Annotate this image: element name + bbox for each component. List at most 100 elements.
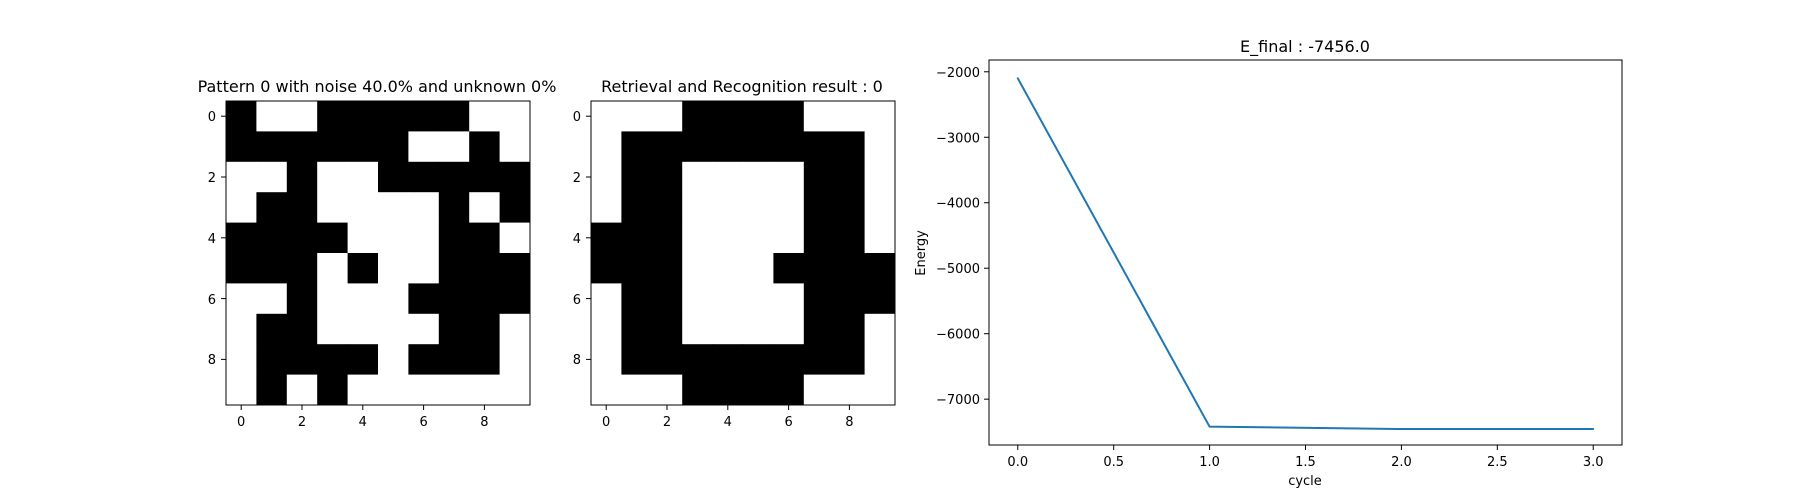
heatmap-cell xyxy=(317,101,348,132)
heatmap-cell xyxy=(408,131,440,163)
heatmap-cell xyxy=(834,222,865,254)
y-tick: 6 xyxy=(208,293,226,308)
heatmap-cell xyxy=(317,161,348,193)
heatmap-cell xyxy=(378,101,409,132)
heatmap-cell xyxy=(256,374,288,406)
heatmap-cell xyxy=(408,101,440,132)
retrieval-pattern-panel: Retrieval and Recognition result : 0 0 2… xyxy=(573,77,896,430)
y-tick-label: −7000 xyxy=(936,393,980,408)
heatmap-cell xyxy=(469,344,500,375)
noisy-pattern-frame xyxy=(225,100,531,406)
heatmap-cell xyxy=(438,283,470,315)
x-tick-label: 4 xyxy=(724,415,732,430)
heatmap-cell xyxy=(651,222,683,254)
heatmap-cell xyxy=(803,192,835,223)
heatmap-cell xyxy=(864,374,896,406)
heatmap-cell xyxy=(408,161,440,193)
heatmap-cell xyxy=(286,222,318,254)
y-tick: 0 xyxy=(208,110,226,125)
retrieval-pattern-frame xyxy=(590,100,896,406)
heatmap-cell xyxy=(682,192,713,223)
heatmap-cell xyxy=(682,222,713,254)
heatmap-cell xyxy=(256,313,288,345)
heatmap-cell xyxy=(317,222,348,254)
heatmap-cell xyxy=(408,283,440,315)
heatmap-cell xyxy=(256,253,288,284)
x-tick-label: 2.0 xyxy=(1391,455,1412,470)
heatmap-cell xyxy=(712,374,744,406)
heatmap-cell xyxy=(256,344,288,375)
heatmap-cell xyxy=(621,222,653,254)
retrieval-pattern-title: Retrieval and Recognition result : 0 xyxy=(601,77,883,96)
heatmap-cell xyxy=(591,283,622,315)
noisy-pattern-panel: Pattern 0 with noise 40.0% and unknown 0… xyxy=(198,77,557,430)
heatmap-cell xyxy=(499,131,531,163)
heatmap-cell xyxy=(408,344,440,375)
heatmap-cell xyxy=(591,374,622,406)
heatmap-cell xyxy=(469,313,500,345)
heatmap-cell xyxy=(651,131,683,163)
heatmap-cell xyxy=(712,161,744,193)
heatmap-cell xyxy=(408,313,440,345)
heatmap-cell xyxy=(773,313,805,345)
heatmap-cell xyxy=(347,192,379,223)
heatmap-cell xyxy=(712,222,744,254)
heatmap-cell xyxy=(286,192,318,223)
x-tick: 4 xyxy=(724,405,732,430)
heatmap-cell xyxy=(621,101,653,132)
heatmap-cell xyxy=(286,131,318,163)
heatmap-cell xyxy=(682,283,713,315)
y-tick-label: −3000 xyxy=(936,131,980,146)
y-tick-label: 0 xyxy=(208,110,216,125)
noisy-pattern-y-ticks: 0 2 4 6 8 xyxy=(208,110,226,368)
heatmap-cell xyxy=(591,101,622,132)
heatmap-cell xyxy=(803,253,835,284)
x-tick-label: 4 xyxy=(359,415,367,430)
retrieval-pattern-grid xyxy=(591,101,896,406)
heatmap-cell xyxy=(256,222,288,254)
heatmap-cell xyxy=(621,344,653,375)
heatmap-cell xyxy=(408,374,440,406)
energy-line xyxy=(1016,77,1595,431)
energy-plot-title: E_final : -7456.0 xyxy=(1240,37,1370,57)
heatmap-cell xyxy=(438,374,470,406)
heatmap-cell xyxy=(226,344,257,375)
heatmap-cell xyxy=(864,101,896,132)
heatmap-cell xyxy=(256,161,288,193)
heatmap-cell xyxy=(226,161,257,193)
x-tick: 2 xyxy=(663,405,671,430)
x-tick: 8 xyxy=(845,405,854,430)
heatmap-cell xyxy=(317,131,348,163)
x-tick-label: 2.5 xyxy=(1487,455,1508,470)
heatmap-cell xyxy=(591,131,622,163)
heatmap-cell xyxy=(651,283,683,315)
heatmap-cell xyxy=(864,313,896,345)
heatmap-cell xyxy=(773,253,805,284)
heatmap-cell xyxy=(256,192,288,223)
noisy-pattern-x-ticks: 0 2 4 6 8 xyxy=(237,405,489,430)
y-tick: 2 xyxy=(208,171,226,186)
heatmap-cell xyxy=(651,344,683,375)
heatmap-cell xyxy=(803,131,835,163)
heatmap-cell xyxy=(682,131,713,163)
energy-plot-panel: E_final : -7456.0 0.0 0.5 1.0 1.5 2.0 2.5 3.0 … xyxy=(914,37,1623,489)
heatmap-cell xyxy=(682,101,713,132)
x-tick-label: 0 xyxy=(237,415,245,430)
heatmap-cell xyxy=(256,283,288,315)
energy-series-group xyxy=(1016,77,1595,431)
heatmap-cell xyxy=(621,161,653,193)
heatmap-cell xyxy=(651,313,683,345)
energy-y-ticks: −2000 −3000 −4000 −5000 −6000 −7000 xyxy=(936,66,989,408)
heatmap-cell xyxy=(864,192,896,223)
heatmap-cell xyxy=(621,313,653,345)
y-tick-label: 4 xyxy=(208,232,216,247)
heatmap-cell xyxy=(682,253,713,284)
heatmap-cell xyxy=(469,192,500,223)
heatmap-cell xyxy=(438,131,470,163)
y-tick-label: 0 xyxy=(573,110,581,125)
heatmap-cell xyxy=(621,131,653,163)
heatmap-cell xyxy=(347,253,379,284)
heatmap-cell xyxy=(499,253,531,284)
x-tick: 8 xyxy=(480,405,489,430)
